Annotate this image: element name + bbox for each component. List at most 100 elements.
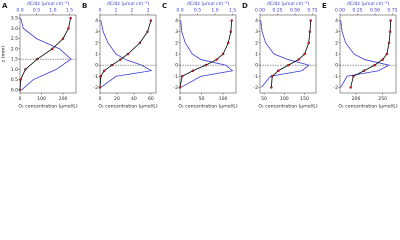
o2-point — [349, 86, 352, 89]
y-tick-label: 3.0 — [11, 26, 18, 32]
y-tick-label: 2.5 — [11, 36, 18, 42]
o2-point — [387, 41, 391, 45]
o2-point — [19, 78, 22, 81]
x-tick-label: 50 — [199, 96, 205, 102]
o2-point — [373, 63, 376, 67]
y-tick-label: -2 — [93, 85, 98, 91]
o2-point — [178, 86, 182, 89]
panel-label: B — [82, 2, 87, 10]
o2-point — [98, 86, 102, 89]
o2-fit-line — [99, 20, 152, 88]
y-tick-label: 0 — [175, 63, 178, 69]
y-tick-label: -2 — [333, 85, 338, 91]
y-tick-label: 1 — [255, 52, 258, 58]
y-tick-label: -1 — [333, 74, 338, 80]
o2-point — [230, 19, 233, 22]
y-tick-label: 3.5 — [11, 16, 18, 22]
o2-point — [388, 30, 392, 33]
y-tick-label: 4 — [95, 18, 98, 24]
bottom-axis-label: O₂ concentration (μmol/L) — [18, 104, 78, 110]
x2-tick-label: 0.00 — [255, 8, 265, 14]
plot-frame — [259, 14, 317, 94]
o2-point — [381, 58, 384, 61]
o2-point — [69, 16, 72, 20]
o2-point — [35, 57, 39, 61]
o2-point — [191, 69, 195, 72]
o2-point — [352, 75, 355, 78]
x2-tick-label: 0.75 — [307, 8, 317, 14]
y-tick-label: 3 — [95, 29, 98, 35]
x-tick-label: 100 — [37, 96, 46, 102]
y-tick-label: 4 — [175, 18, 178, 24]
top-axis-label: dC/dz (μmol cm⁻⁴) — [347, 1, 389, 7]
y-tick-label: 3 — [175, 29, 178, 35]
o2-point — [215, 58, 218, 61]
x-tick-label: 0 — [179, 96, 182, 102]
x-tick-label: 0 — [19, 96, 22, 102]
o2-fit-line — [350, 20, 392, 88]
y-tick-label: -1 — [93, 74, 98, 80]
panel-label: C — [162, 2, 167, 10]
y-tick-label: 4 — [255, 18, 258, 24]
y-tick-label: 3 — [335, 29, 338, 35]
o2-point — [204, 63, 208, 67]
dcdz-line — [340, 20, 391, 88]
y-tick-label: 1 — [175, 52, 178, 58]
x-tick-label: 40 — [131, 96, 137, 102]
top-axis-label: dC/dz (μmol cm⁻⁴) — [187, 1, 229, 7]
x-tick-label: 100 — [219, 96, 228, 102]
x-tick-label: 60 — [148, 96, 154, 102]
panel-label: A — [2, 2, 8, 10]
panel-label: E — [322, 2, 327, 10]
dcdz-line — [20, 17, 72, 91]
o2-point — [270, 86, 273, 89]
x-tick-label: 150 — [300, 96, 309, 102]
o2-point — [126, 52, 130, 56]
o2-point — [51, 47, 54, 51]
o2-point — [102, 69, 106, 72]
y-tick-label: 0.0 — [11, 87, 18, 93]
o2-point — [229, 30, 233, 33]
x2-tick-label: 0.25 — [352, 8, 362, 14]
y-tick-label: 1.5 — [11, 57, 18, 63]
o2-point — [146, 30, 149, 33]
plot-frame — [19, 14, 77, 94]
plot-frame — [179, 14, 237, 94]
x2-tick-label: 0 — [99, 8, 102, 14]
bottom-axis-label: O₂ concentration (μmol/L) — [258, 104, 318, 110]
o2-point — [18, 88, 22, 92]
o2-point — [221, 52, 225, 56]
o2-point — [24, 68, 27, 71]
x2-tick-label: 0.5 — [194, 8, 201, 14]
o2-point — [309, 19, 312, 22]
o2-point — [389, 19, 392, 22]
y-tick-label: 1 — [335, 52, 338, 58]
y-tick-label: 1 — [95, 52, 98, 58]
x-tick-label: 0 — [99, 96, 102, 102]
y-tick-label: 2 — [175, 40, 178, 46]
y-tick-label: 2 — [95, 40, 98, 46]
y-tick-label: 3 — [255, 29, 258, 35]
o2-point — [362, 69, 366, 72]
x-tick-label: 200 — [59, 96, 68, 102]
y-tick-label: 2 — [335, 40, 338, 46]
x-tick-label: 50 — [261, 96, 267, 102]
o2-point — [61, 37, 65, 40]
y-axis-label: z (mm) — [1, 46, 7, 63]
dcdz-line — [100, 20, 153, 88]
x-tick-label: 200 — [352, 96, 361, 102]
o2-point — [277, 69, 280, 72]
y-tick-label: 0.5 — [11, 77, 18, 83]
x2-tick-label: 1.0 — [211, 8, 218, 14]
y-tick-label: -2 — [253, 85, 258, 91]
o2-point — [110, 63, 114, 67]
x2-tick-label: 1.5 — [66, 8, 73, 14]
o2-point — [119, 58, 122, 61]
x2-tick-label: 1 — [115, 8, 118, 14]
o2-fit-line — [19, 17, 72, 90]
x2-tick-label: 0.0 — [176, 8, 183, 14]
x2-tick-label: 0.5 — [33, 8, 40, 14]
x-tick-label: 100 — [280, 96, 289, 102]
x-tick-label: 20 — [114, 96, 120, 102]
